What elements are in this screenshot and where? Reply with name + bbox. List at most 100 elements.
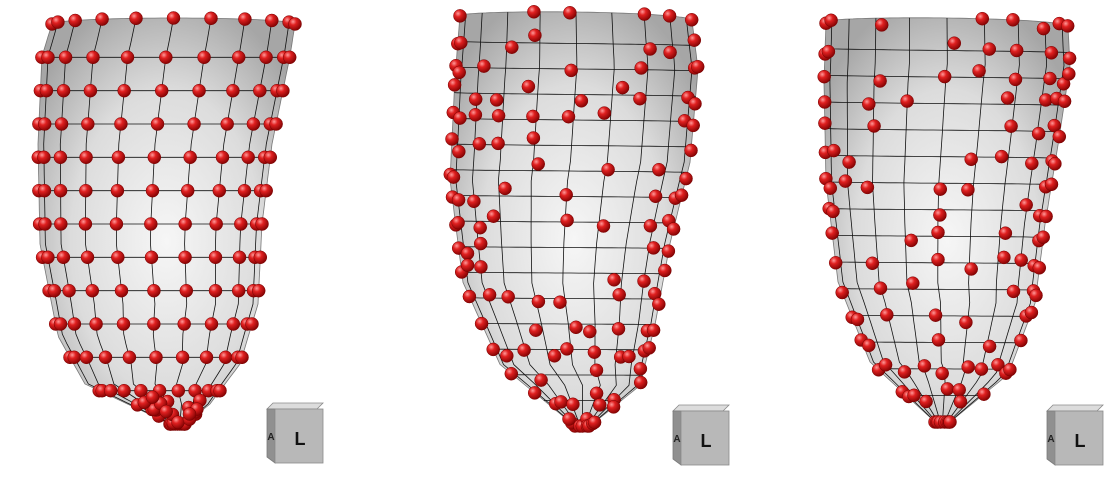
- marker-point: [587, 415, 602, 430]
- marker-point: [528, 28, 542, 43]
- marker-point: [643, 219, 658, 233]
- marker-point: [491, 136, 505, 151]
- marker-point: [633, 362, 648, 376]
- marker-point: [473, 220, 487, 235]
- marker-points: [443, 5, 705, 433]
- marker-point: [177, 317, 191, 331]
- marker-point: [534, 373, 548, 387]
- marker-point: [109, 217, 124, 231]
- marker-point: [238, 12, 252, 26]
- marker-point: [486, 209, 501, 223]
- marker-point: [67, 350, 81, 365]
- marker-point: [255, 217, 269, 231]
- marker-point: [86, 50, 100, 65]
- marker-point: [453, 9, 467, 23]
- marker-point: [531, 294, 546, 309]
- marker-point: [527, 5, 541, 19]
- cube-front-face: [680, 410, 730, 466]
- marker-point: [615, 80, 630, 95]
- marker-point: [117, 83, 131, 98]
- marker-point: [1044, 46, 1059, 60]
- marker-point: [149, 350, 163, 365]
- marker-point: [825, 226, 839, 240]
- marker-point: [935, 366, 949, 381]
- marker-point: [220, 117, 234, 131]
- marker-point: [953, 395, 968, 409]
- marker-point: [972, 64, 986, 78]
- marker-point: [622, 349, 636, 364]
- marker-point: [862, 338, 876, 353]
- marker-point: [453, 111, 467, 125]
- marker-point: [276, 83, 290, 98]
- marker-point: [56, 250, 71, 265]
- marker-point: [818, 116, 832, 130]
- marker-point: [114, 117, 128, 131]
- marker-point: [209, 217, 223, 231]
- marker-point: [231, 50, 246, 65]
- marker-point: [263, 150, 278, 165]
- marker-point: [452, 144, 466, 159]
- marker-point: [817, 69, 831, 84]
- marker-point: [129, 11, 143, 26]
- marker-point: [907, 388, 921, 403]
- marker-point: [827, 143, 841, 158]
- orientation-cube-1[interactable]: A L: [266, 402, 324, 464]
- marker-point: [1052, 129, 1067, 144]
- marker-point: [974, 362, 989, 376]
- marker-point: [180, 183, 195, 198]
- marker-point: [504, 366, 519, 381]
- marker-point: [491, 108, 506, 123]
- marker-point: [122, 350, 137, 365]
- marker-point: [171, 383, 186, 398]
- marker-point: [652, 162, 666, 177]
- marker-point: [860, 180, 875, 195]
- marker-point: [78, 217, 93, 231]
- marker-point: [560, 342, 574, 356]
- orientation-cube-2[interactable]: A L: [672, 404, 730, 466]
- marker-point: [1043, 71, 1057, 86]
- marker-point: [601, 162, 615, 177]
- marker-point: [1029, 288, 1043, 303]
- marker-point: [679, 171, 693, 186]
- cube-orientation-label: L: [1075, 431, 1086, 451]
- marker-point: [663, 45, 677, 60]
- marker-point: [251, 283, 266, 298]
- marker-point: [642, 341, 656, 355]
- marker-point: [1004, 119, 1018, 133]
- marker-point: [259, 50, 273, 65]
- marker-point: [821, 44, 836, 59]
- cube-front-face: [274, 408, 324, 464]
- marker-point: [79, 150, 93, 165]
- marker-point: [47, 283, 62, 298]
- marker-point: [505, 40, 519, 54]
- marker-point: [232, 250, 247, 265]
- marker-points: [31, 11, 302, 431]
- marker-point: [643, 42, 657, 56]
- marker-point: [482, 288, 497, 302]
- marker-point: [1008, 72, 1023, 87]
- marker-point: [940, 382, 955, 396]
- marker-point: [95, 12, 109, 26]
- marker-point: [563, 6, 577, 20]
- marker-point: [612, 287, 626, 302]
- marker-point: [566, 397, 580, 412]
- marker-point: [446, 170, 461, 184]
- marker-point: [1009, 43, 1024, 58]
- marker-point: [253, 250, 268, 265]
- marker-point: [175, 350, 190, 365]
- marker-point: [634, 61, 648, 75]
- marker-point: [1060, 19, 1075, 33]
- marker-point: [83, 83, 98, 98]
- marker-point: [472, 137, 487, 151]
- marker-point: [159, 50, 173, 65]
- orientation-cube-3[interactable]: A L: [1046, 404, 1104, 466]
- marker-point: [171, 415, 185, 429]
- marker-point: [865, 256, 880, 271]
- marker-point: [1014, 253, 1028, 267]
- marker-point: [897, 365, 912, 379]
- marker-point: [648, 189, 663, 204]
- marker-point: [964, 152, 978, 167]
- marker-point: [1036, 21, 1051, 36]
- marker-point: [900, 94, 914, 108]
